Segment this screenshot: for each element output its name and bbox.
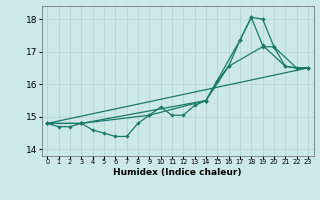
X-axis label: Humidex (Indice chaleur): Humidex (Indice chaleur)	[113, 168, 242, 177]
